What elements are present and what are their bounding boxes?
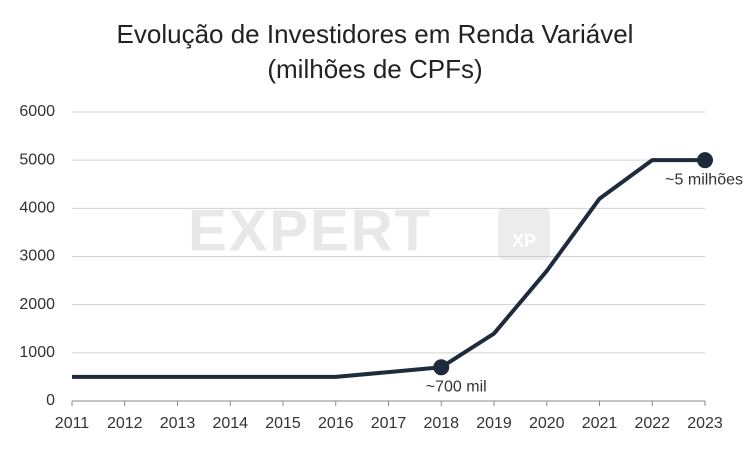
y-tick-label: 4000 <box>19 200 55 217</box>
watermark-badge-text: XP <box>512 231 536 251</box>
x-tick-label: 2017 <box>371 415 407 432</box>
x-tick-label: 2012 <box>107 415 143 432</box>
watermark-badge <box>498 208 550 260</box>
y-tick-label: 3000 <box>19 248 55 265</box>
x-tick-label: 2014 <box>212 415 248 432</box>
point-marker <box>433 359 450 376</box>
x-tick-label: 2013 <box>160 415 196 432</box>
x-tick-label: 2011 <box>55 415 90 432</box>
annotation: ~700 mil <box>426 379 487 396</box>
x-tick-label: 2018 <box>423 415 459 432</box>
chart-title: Evolução de Investidores em Renda Variáv… <box>117 19 634 49</box>
watermark: EXPERT <box>188 198 432 263</box>
point-marker <box>697 152 713 169</box>
x-tick-label: 2022 <box>634 415 670 432</box>
x-tick-label: 2020 <box>529 415 565 432</box>
y-tick-label: 2000 <box>19 296 55 313</box>
y-tick-label: 0 <box>46 392 55 409</box>
x-tick-label: 2016 <box>318 415 354 432</box>
x-tick-label: 2023 <box>687 415 723 432</box>
y-tick-label: 6000 <box>19 103 55 120</box>
chart-subtitle: (milhões de CPFs) <box>267 54 482 84</box>
x-tick-label: 2021 <box>582 415 618 432</box>
x-tick-label: 2015 <box>265 415 301 432</box>
data-line <box>72 158 705 379</box>
y-tick-label: 5000 <box>19 151 55 168</box>
annotation: ~5 milhões <box>665 171 743 188</box>
y-tick-label: 1000 <box>19 344 55 361</box>
x-tick-label: 2019 <box>476 415 512 432</box>
